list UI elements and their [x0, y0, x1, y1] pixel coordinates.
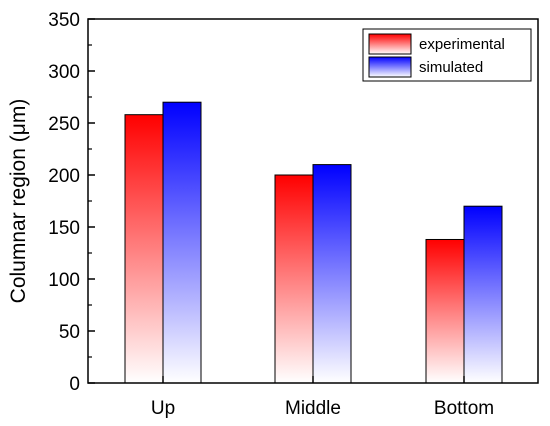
y-tick-label-250: 250	[48, 114, 80, 135]
y-tick-label-50: 50	[59, 322, 80, 343]
x-tick-label-bottom: Bottom	[434, 398, 494, 419]
y-tick-label-200: 200	[48, 166, 80, 187]
y-tick-label-300: 300	[48, 62, 80, 83]
x-tick-label-middle: Middle	[285, 398, 341, 419]
bar-experimental-middle	[274, 174, 314, 384]
legend-label-simulated: simulated	[419, 59, 483, 76]
y-tick-label-0: 0	[69, 374, 80, 395]
y-tick-label-150: 150	[48, 218, 80, 239]
y-tick-label-350: 350	[48, 10, 80, 31]
legend-label-experimental: experimental	[419, 36, 505, 53]
bar-experimental-up	[124, 114, 164, 384]
legend-swatch-simulated	[368, 56, 412, 78]
bar-experimental-bottom	[425, 238, 465, 384]
y-tick-label-100: 100	[48, 270, 80, 291]
bar-simulated-bottom	[463, 205, 503, 384]
x-tick-label-up: Up	[151, 398, 175, 419]
bar-simulated-up	[162, 101, 202, 384]
y-axis-title: Columnar region (μm)	[7, 99, 30, 304]
bar-simulated-middle	[312, 164, 352, 384]
legend-swatch-experimental	[368, 33, 412, 55]
